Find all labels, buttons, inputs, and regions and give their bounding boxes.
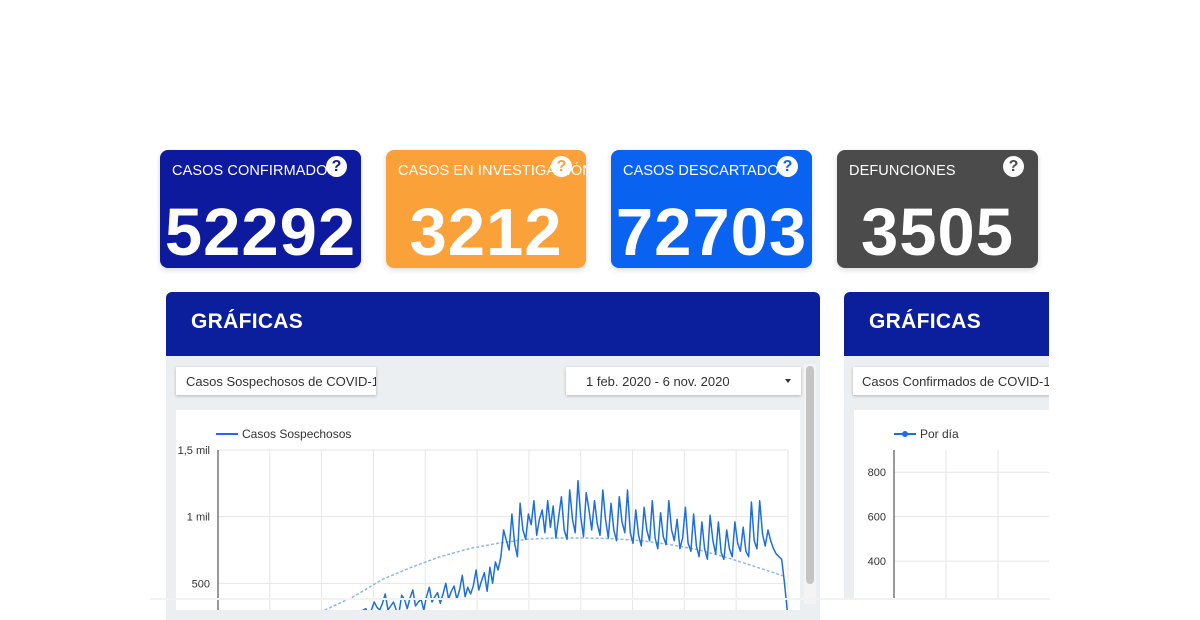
caret-down-icon <box>785 379 791 383</box>
panel-title: GRÁFICAS <box>191 310 304 333</box>
date-range-picker[interactable]: 1 feb. 2020 - 6 nov. 2020 <box>566 367 801 395</box>
suspected-cases-chart: 1,5 mil 1 mil 500 Casos Sospechosos <box>178 427 789 610</box>
card-casos-descartados: CASOS DESCARTADOS ? 72703 <box>611 150 812 268</box>
y-tick-label: 400 <box>868 556 886 568</box>
help-icon[interactable]: ? <box>777 156 798 177</box>
legend-label: Casos Sospechosos <box>242 427 351 441</box>
card-title: CASOS CONFIRMADOS <box>172 163 338 179</box>
scroll-thumb[interactable] <box>806 366 814 584</box>
card-casos-en-investigacion: CASOS EN INVESTIGACIÓN ? 3212 <box>386 150 586 268</box>
card-title: CASOS DESCARTADOS <box>623 163 789 179</box>
card-casos-confirmados: CASOS CONFIRMADOS ? 52292 <box>160 150 361 268</box>
card-value: 3505 <box>860 195 1015 269</box>
metric-selector-label: Casos Sospechosos de COVID-19 <box>186 374 376 389</box>
metric-selector[interactable]: Casos Sospechosos de COVID-19 <box>176 367 376 395</box>
chart-area: 1,5 mil 1 mil 500 Casos Sospechosos <box>176 410 800 610</box>
card-title: CASOS EN INVESTIGACIÓN <box>398 163 586 179</box>
card-value: 72703 <box>615 195 808 269</box>
help-icon[interactable]: ? <box>1003 156 1024 177</box>
panel-body: Casos Confirmados de COVID-19 800 600 400 2… <box>844 356 1049 600</box>
chart-area: 800 600 400 200 Por día <box>854 410 1049 600</box>
trend-line <box>322 537 787 610</box>
y-tick-label: 800 <box>868 467 886 479</box>
date-range-label: 1 feb. 2020 - 6 nov. 2020 <box>586 374 730 389</box>
series-line-casos-sospechosos <box>362 479 788 610</box>
card-defunciones: DEFUNCIONES ? 3505 <box>837 150 1038 268</box>
y-tick-label: 500 <box>192 578 210 590</box>
legend-marker <box>902 431 908 437</box>
page-fold <box>150 598 1050 600</box>
scrollbar[interactable] <box>804 364 816 604</box>
graficas-panel-confirmados: GRÁFICAS Casos Confirmados de COVID-19 8… <box>844 292 1049 600</box>
card-value: 52292 <box>164 195 357 269</box>
metric-selector[interactable]: Casos Confirmados de COVID-19 <box>853 367 1049 395</box>
y-tick-label: 1 mil <box>187 512 210 524</box>
panel-header: GRÁFICAS <box>844 292 1049 356</box>
card-value: 3212 <box>409 195 563 269</box>
graficas-panel-sospechosos: GRÁFICAS Casos Sospechosos de COVID-19 1… <box>166 292 820 620</box>
metric-selector-label: Casos Confirmados de COVID-19 <box>862 374 1049 389</box>
card-title: DEFUNCIONES <box>849 163 956 179</box>
help-icon[interactable]: ? <box>551 156 572 177</box>
panel-body: Casos Sospechosos de COVID-19 1 feb. 202… <box>166 356 820 620</box>
y-tick-label: 600 <box>868 512 886 524</box>
y-tick-label: 1,5 mil <box>178 445 210 457</box>
legend-label: Por día <box>920 427 959 441</box>
help-icon[interactable]: ? <box>326 156 347 177</box>
panel-header: GRÁFICAS <box>166 292 820 356</box>
panel-title: GRÁFICAS <box>869 310 982 333</box>
